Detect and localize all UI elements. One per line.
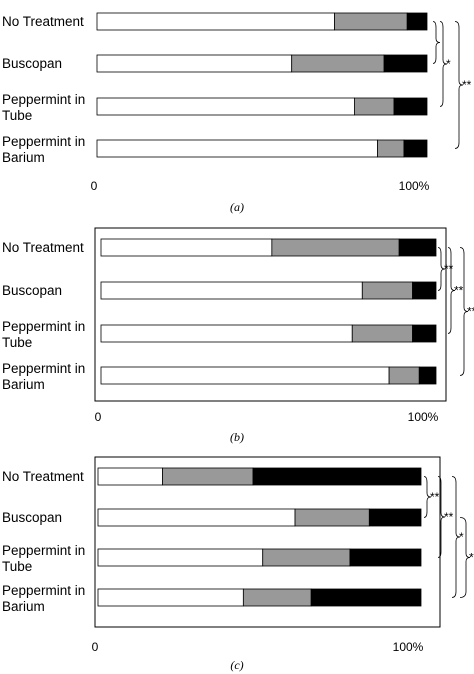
category-label: No Treatment	[2, 469, 84, 484]
bar-segment	[97, 508, 296, 527]
category-label: Peppermint in	[2, 92, 85, 107]
category-label: Tube	[2, 335, 32, 350]
bar-segment	[96, 97, 355, 116]
bar-segment	[310, 588, 422, 607]
bar-segment	[412, 281, 437, 300]
significance-label: *	[446, 57, 451, 71]
panel-caption: (c)	[230, 658, 243, 672]
bar-segment	[368, 508, 422, 527]
bar-segment	[100, 238, 273, 257]
bar-segment	[406, 12, 428, 31]
bar-segment	[97, 548, 264, 567]
bar-segment	[100, 324, 353, 343]
significance-bracket	[432, 21, 441, 64]
bar-segment	[162, 467, 254, 486]
category-label: Peppermint in	[2, 543, 85, 558]
category-label: Barium	[2, 377, 45, 392]
x-tick-label: 0	[92, 640, 99, 654]
significance-label: **	[444, 510, 454, 524]
bar-segment	[100, 366, 390, 385]
x-tick-label: 100%	[399, 179, 430, 193]
bar-segment	[412, 324, 437, 343]
category-label: Peppermint in	[2, 361, 85, 376]
bar-segment	[291, 54, 385, 73]
x-tick-label: 100%	[393, 640, 424, 654]
bar-segment	[262, 548, 351, 567]
category-label: Barium	[2, 599, 45, 614]
significance-label: **	[454, 284, 464, 298]
bar-segment	[334, 12, 408, 31]
panel-caption: (b)	[230, 430, 244, 444]
bar-segment	[418, 366, 437, 385]
bar-segment	[377, 139, 405, 158]
bar-segment	[383, 54, 428, 73]
panel-caption: (a)	[230, 200, 244, 214]
bar-segment	[294, 508, 370, 527]
significance-label: **	[444, 262, 454, 276]
significance-label: **	[467, 305, 474, 319]
category-label: Buscopan	[2, 56, 62, 71]
bar-segment	[351, 324, 413, 343]
category-label: Peppermint in	[2, 134, 85, 149]
significance-bracket	[423, 476, 432, 518]
x-tick-label: 100%	[408, 410, 439, 424]
category-label: Peppermint in	[2, 583, 85, 598]
plot-frame	[94, 456, 441, 628]
significance-bracket	[439, 21, 448, 107]
category-label: Peppermint in	[2, 319, 85, 334]
significance-bracket	[459, 247, 469, 376]
significance-label: *	[459, 530, 464, 544]
bar-segment	[403, 139, 428, 158]
bar-segment	[97, 588, 244, 607]
bar-segment	[242, 588, 312, 607]
bar-segment	[388, 366, 420, 385]
bar-segment	[100, 281, 363, 300]
category-label: No Treatment	[2, 240, 84, 255]
significance-bracket	[459, 517, 471, 598]
significance-bracket	[451, 476, 461, 598]
significance-bracket	[454, 21, 464, 149]
x-tick-label: 0	[95, 410, 102, 424]
significance-bracket	[447, 247, 456, 334]
bar-segment	[97, 467, 163, 486]
bar-segment	[361, 281, 413, 300]
significance-bracket	[437, 247, 446, 291]
significance-label: *	[469, 551, 474, 565]
x-tick-label: 0	[91, 179, 98, 193]
bar-segment	[271, 238, 400, 257]
category-label: Buscopan	[2, 283, 62, 298]
category-label: No Treatment	[2, 14, 84, 29]
bar-segment	[96, 12, 336, 31]
bar-segment	[96, 139, 378, 158]
bar-segment	[96, 54, 293, 73]
plot-frame	[94, 227, 447, 402]
category-label: Barium	[2, 150, 45, 165]
category-label: Tube	[2, 108, 32, 123]
bar-segment	[353, 97, 395, 116]
category-label: Buscopan	[2, 510, 62, 525]
significance-label: **	[462, 78, 472, 92]
bar-segment	[349, 548, 422, 567]
significance-bracket	[437, 476, 446, 558]
bar-segment	[398, 238, 437, 257]
significance-label: **	[430, 490, 440, 504]
bar-segment	[252, 467, 422, 486]
bar-segment	[393, 97, 428, 116]
category-label: Tube	[2, 559, 32, 574]
